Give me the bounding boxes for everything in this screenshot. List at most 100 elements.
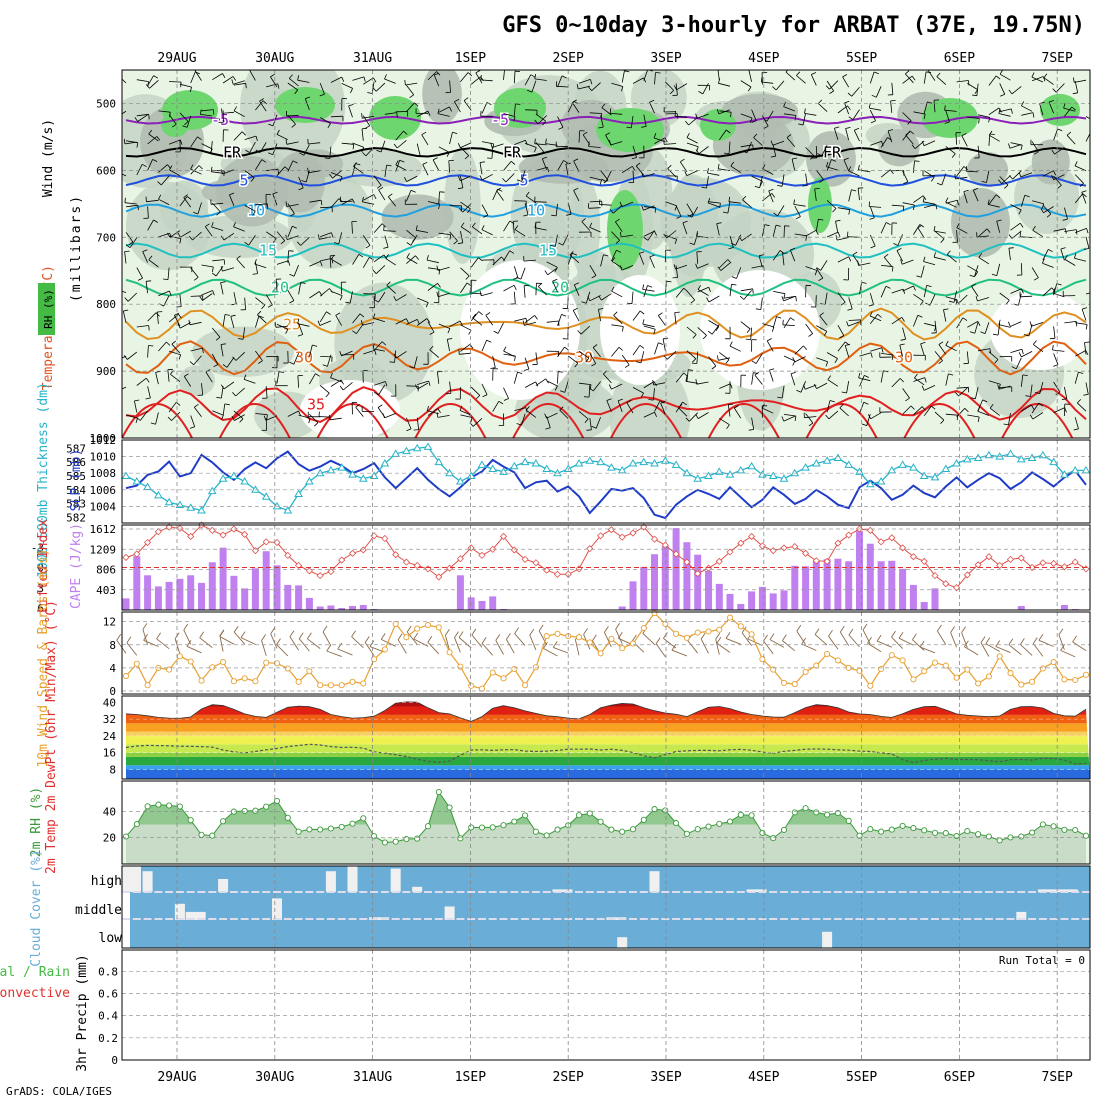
wind-barb [653, 382, 666, 386]
wind-barb [766, 340, 774, 352]
wind-barb-flag [1060, 247, 1066, 250]
wind10-marker [381, 646, 388, 653]
cloud-mid-trace [920, 918, 929, 920]
wind-barb [386, 285, 396, 294]
wind-barb-flag [616, 249, 622, 253]
wind-barb-flag [641, 126, 647, 128]
wind-barb-flag [409, 94, 414, 99]
wind-barb-flag [241, 131, 246, 136]
wind-barb [363, 194, 374, 201]
rh2m-marker [802, 805, 809, 812]
wind-barb-flag [730, 112, 732, 118]
isotherm-line [805, 403, 878, 438]
wind-barb [222, 76, 234, 84]
cloud-mid-trace [380, 918, 389, 920]
cape-bar [467, 597, 475, 610]
wind-barb [804, 384, 817, 390]
wind-barb [352, 254, 360, 265]
wind10-barb-flag [543, 642, 548, 649]
cloud-high-trace [208, 891, 217, 893]
wind-barb [967, 116, 980, 119]
wind-barb [943, 309, 947, 322]
lifted-marker [133, 550, 141, 558]
wind-barb-flag [184, 121, 189, 126]
wind-barb [460, 324, 472, 331]
wind-barb-flag [591, 275, 597, 279]
wind10-barb [458, 637, 472, 649]
cloud-high-trace [758, 891, 767, 893]
wind-barb [395, 294, 407, 302]
wind-barb-flag [137, 277, 143, 281]
wind10-barb [514, 633, 526, 646]
wind10-barb [199, 637, 213, 648]
wind-barb-flag [1020, 145, 1023, 151]
wind-barb-flag [684, 171, 688, 176]
wind-barb-flag [590, 79, 593, 85]
wind-barb-flag [871, 94, 877, 98]
wind-barb-flag [188, 235, 193, 241]
wind-barb [727, 201, 731, 214]
wind-barb-flag [301, 180, 307, 183]
date-label-bottom: 30AUG [255, 1070, 294, 1085]
wind-barb [194, 70, 202, 81]
isotherm-label: 20 [551, 278, 569, 296]
wind-barb [521, 413, 526, 426]
wind-barb-flag [1085, 324, 1088, 330]
wind-barb [987, 204, 1000, 208]
lifted-marker [187, 532, 195, 541]
wind-barb [136, 79, 149, 82]
wind-barb [600, 115, 604, 128]
wind-barb [1064, 259, 1076, 266]
wind-barb [686, 203, 694, 215]
wind10-barb-flag [604, 626, 609, 633]
wind-barb [567, 202, 572, 215]
wind-barb [125, 414, 138, 419]
wind-barb-flag [1052, 288, 1056, 294]
wind-barb-flag [834, 126, 840, 129]
cloud-high-trace [122, 891, 130, 893]
wind-barb [956, 166, 965, 177]
wind-barb [557, 160, 564, 171]
wind-barb [852, 109, 860, 120]
wind-barb-flag [1042, 76, 1046, 82]
cloud-high-trace [833, 891, 842, 893]
wind-barb [846, 381, 850, 394]
wind-barb [762, 168, 774, 175]
wind-barb [171, 343, 181, 354]
rh-90-region [596, 108, 664, 152]
wind-barb-flag [696, 231, 698, 237]
wind-barb [592, 347, 601, 358]
wind-barb [642, 323, 655, 328]
wind10-barb [156, 638, 170, 650]
wind-barb [967, 321, 978, 328]
wind-barb [839, 407, 849, 417]
wind-barb-flag [893, 243, 899, 246]
cloud-high-trace [596, 891, 605, 893]
cloud-cell [746, 889, 767, 892]
wind-barb [999, 292, 1010, 301]
wind10-marker [144, 682, 151, 689]
wind-barb [923, 140, 936, 147]
cape-bar [154, 586, 162, 610]
wind-barb-flag [563, 160, 568, 164]
date-label-bottom: 7SEP [1042, 1070, 1073, 1085]
cloud-high-trace [219, 891, 228, 893]
thickness-marker [531, 459, 541, 467]
wind-barb [589, 417, 592, 430]
thickness-marker [952, 459, 961, 467]
wind-barb [733, 407, 742, 419]
wind-barb [716, 223, 720, 236]
cloud-high-trace [434, 891, 443, 893]
wind-barb [686, 142, 699, 148]
cloud-high-trace [467, 891, 476, 893]
wind-barb [649, 256, 655, 269]
wind10-barb-flag [615, 622, 620, 630]
wind-barb-flag [1074, 161, 1078, 167]
wind10-barb-flag [716, 637, 722, 644]
cloud-high-trace [747, 891, 756, 893]
wind-barb [1031, 76, 1044, 83]
wind10-barb [995, 646, 1011, 654]
wind-barb [660, 403, 666, 415]
lifted-marker [909, 553, 917, 561]
wind-barb-flag [943, 308, 949, 311]
